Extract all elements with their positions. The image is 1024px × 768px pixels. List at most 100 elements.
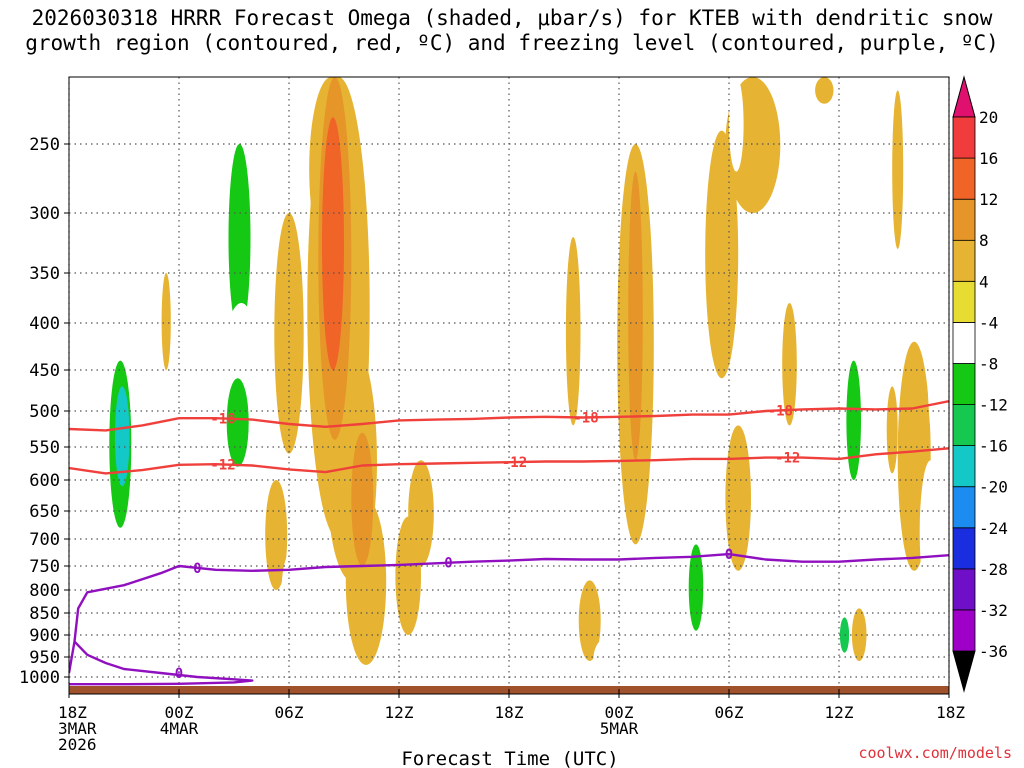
- shade-rise-e: [193, 103, 216, 304]
- omega-shading: [98, 77, 946, 682]
- colorbar-swatch-12: [952, 157, 976, 200]
- contour-label-3-0: 0: [175, 666, 183, 682]
- y-tick-label-300: 300: [29, 204, 60, 224]
- colorbar-swatch--4: [952, 280, 976, 323]
- colorbar-swatch-4: [952, 239, 976, 282]
- contour-label-2-2: 0: [725, 547, 733, 563]
- shade-rise-b: [98, 590, 150, 661]
- shade-rise-g: [281, 544, 315, 631]
- shade-rise-k: [454, 360, 465, 454]
- colorbar-swatch--32: [952, 568, 976, 611]
- shade-rise-d2: [226, 378, 249, 467]
- shade-sink-r: [725, 425, 751, 571]
- y-tick-label-800: 800: [29, 581, 60, 601]
- x-tick-label-30-0: 00Z: [605, 703, 634, 722]
- shade-sink-core-2: [322, 117, 344, 370]
- shade-rise-i: [426, 575, 460, 657]
- x-tick-label-6-1: 4MAR: [160, 719, 199, 738]
- colorbar-label--32: -32: [979, 601, 1008, 620]
- shade-sink-p: [705, 130, 739, 379]
- x-tick-label-24-0: 18Z: [495, 703, 524, 722]
- colorbar-label--36: -36: [979, 642, 1008, 661]
- y-tick-label-650: 650: [29, 502, 60, 522]
- colorbar-label--28: -28: [979, 560, 1008, 579]
- shade-sink-ac: [892, 90, 904, 249]
- colorbar-swatch--12: [952, 363, 976, 405]
- shade-sink-ae: [815, 77, 834, 104]
- colorbar-label--16: -16: [979, 437, 1008, 456]
- shade-rise-h2: [422, 117, 442, 249]
- contour-label-0-1: -18: [573, 410, 598, 426]
- y-tick-label-950: 950: [29, 648, 60, 668]
- shade-sink-f: [274, 212, 304, 454]
- colorbar-swatch--20: [952, 445, 976, 488]
- y-tick-label-900: 900: [29, 626, 60, 646]
- colorbar-label--20: -20: [979, 478, 1008, 497]
- colorbar-label-16: 16: [979, 149, 998, 168]
- colorbar-label-4: 4: [979, 272, 989, 291]
- shade-rise-t: [729, 77, 744, 172]
- colorbar-label-20: 20: [979, 108, 998, 127]
- y-tick-label-600: 600: [29, 471, 60, 491]
- shade-sink-af: [161, 273, 171, 370]
- y-tick-label-250: 250: [29, 135, 60, 155]
- shade-sink-f2: [265, 480, 288, 590]
- x-tick-label-18-0: 12Z: [385, 703, 414, 722]
- x-tick-label-12-0: 06Z: [275, 703, 304, 722]
- colorbar-swatch--8: [952, 321, 976, 364]
- contour-label-1-0: -12: [210, 457, 235, 473]
- contour-2: [69, 552, 949, 674]
- credit-link[interactable]: coolwx.com/models: [858, 744, 1012, 762]
- contour-1: [69, 447, 949, 475]
- x-tick-label-6-0: 00Z: [165, 703, 194, 722]
- shade-rise-s2: [688, 544, 704, 631]
- shade-sink-n2: [628, 171, 643, 461]
- contour-label-1-2: -12: [775, 451, 800, 467]
- colorbar-swatch--36: [952, 609, 976, 652]
- y-tick-label-1000: 1000: [19, 668, 60, 688]
- colorbar-max-triangle: [952, 75, 976, 118]
- contour-label-0-0: -18: [210, 412, 235, 428]
- colorbar-label--4: -4: [979, 313, 998, 332]
- shade-sink-core-3: [351, 432, 374, 566]
- y-tick-label-850: 850: [29, 604, 60, 624]
- contour-label-2-1: 0: [444, 556, 452, 572]
- shade-sink-j2: [408, 460, 434, 566]
- shade-sink-ad: [886, 386, 898, 474]
- x-tick-label-36-0: 06Z: [715, 703, 744, 722]
- shade-rise-k2: [509, 418, 517, 487]
- chart-title-line-2: growth region (contoured, red, ºC) and f…: [25, 31, 999, 55]
- contour-label-2-0: 0: [193, 561, 201, 577]
- chart-title: 2026030318 HRRR Forecast Omega (shaded, …: [0, 6, 1024, 56]
- colorbar-swatch--24: [952, 486, 976, 529]
- x-tick-label-0-1: 3MAR: [58, 719, 97, 738]
- colorbar-label--12: -12: [979, 396, 1008, 415]
- colorbar: -36 -32 -28 -24 -20 -16 -12 -8 -4 4 8 12 16 20: [952, 75, 1008, 693]
- colorbar-label-12: 12: [979, 190, 998, 209]
- y-tick-label-500: 500: [29, 402, 60, 422]
- y-tick-label-550: 550: [29, 438, 60, 458]
- contour-labels: -18 -18 -18 -12 -12 -12 0 0 0 0: [175, 403, 801, 682]
- colorbar-swatch-16: [952, 116, 976, 159]
- shade-rise-e2: [182, 360, 205, 480]
- colorbar-label-8: 8: [979, 231, 989, 250]
- y-tick-label-450: 450: [29, 361, 60, 381]
- x-axis-title: Forecast Time (UTC): [401, 748, 618, 768]
- x-tick-label-42-0: 12Z: [825, 703, 854, 722]
- contour-lines: [69, 400, 949, 686]
- shade-sink-u: [782, 303, 797, 426]
- shade-rise-aa: [927, 236, 946, 454]
- shade-rise-o: [593, 639, 616, 682]
- chart-title-line-1: 2026030318 HRRR Forecast Omega (shaded, …: [31, 6, 993, 30]
- x-tick-label-0-2: 2026: [58, 735, 97, 754]
- contour-3: [69, 640, 254, 686]
- shade-rise-w2: [846, 360, 861, 480]
- shade-rise-ag: [384, 77, 400, 172]
- shade-rise-ab: [919, 460, 942, 604]
- colorbar-swatch-8: [952, 198, 976, 241]
- colorbar-min-triangle: [952, 650, 976, 693]
- contour-label-0-2: -18: [768, 403, 793, 419]
- contour-label-1-1: -12: [502, 455, 527, 471]
